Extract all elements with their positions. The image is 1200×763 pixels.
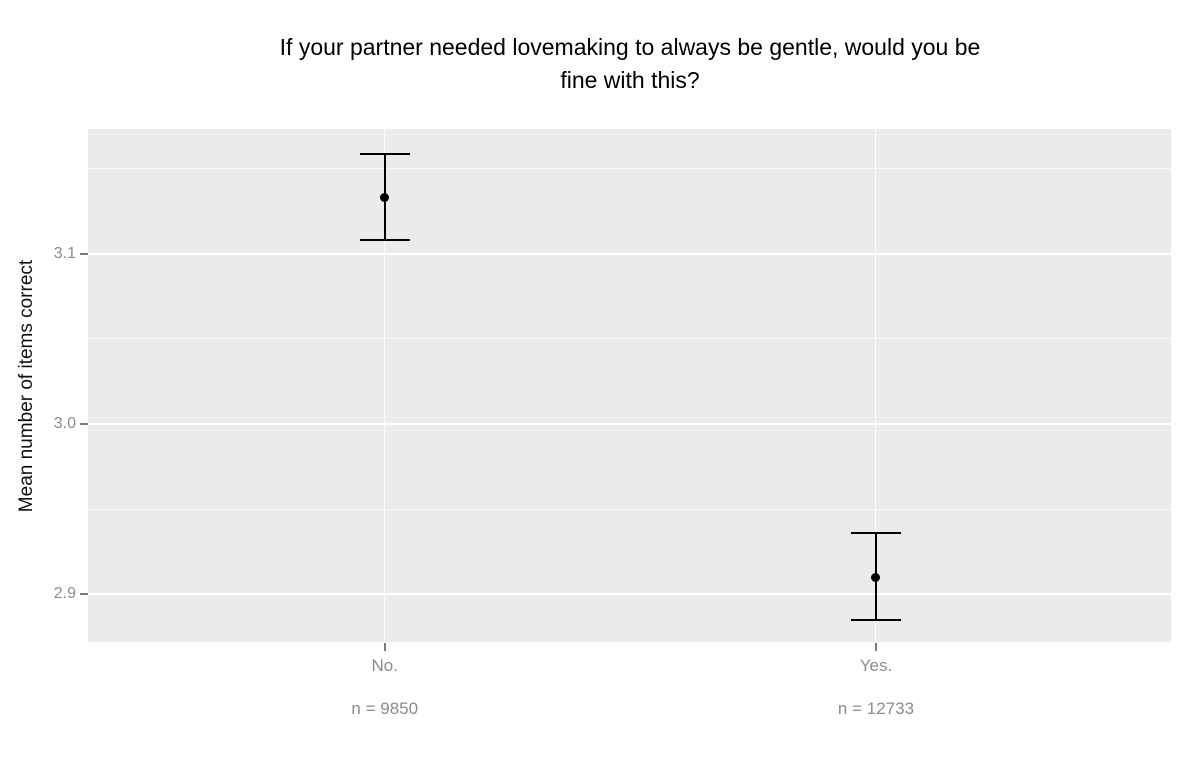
x-tick-label-0: No. <box>371 656 398 675</box>
y-tick-label-2.9: 2.9 <box>53 585 76 603</box>
y-axis-label-text: Mean number of items correct <box>16 259 37 513</box>
gridline-minor-2.95 <box>88 508 1171 510</box>
x-tick-mark-0 <box>383 643 386 651</box>
chart-title: If your partner needed lovemaking to alw… <box>0 31 1200 97</box>
gridline-minor-3.15 <box>88 168 1171 170</box>
y-tick-label-3.1: 3.1 <box>53 244 76 262</box>
gridline-category-0 <box>383 129 386 642</box>
chart-title-line-2: fine with this? <box>560 67 700 93</box>
sample-size-label-0: n = 9850 <box>351 699 419 718</box>
gridline-major-3.1 <box>88 252 1171 255</box>
gridline-major-3.0 <box>88 423 1171 425</box>
errorbar-cap-bottom-0 <box>359 239 410 242</box>
gridline-category-1 <box>874 129 877 642</box>
plot-panel <box>88 129 1171 642</box>
y-tick-mark-3.1 <box>80 252 88 255</box>
gridline-major-2.9 <box>88 593 1171 596</box>
y-tick-mark-3.0 <box>80 423 88 425</box>
point-mean-0 <box>380 193 390 203</box>
sample-size-label-1: n = 12733 <box>837 699 915 718</box>
x-tick-mark-1 <box>874 643 877 651</box>
errorbar-cap-bottom-1 <box>850 618 901 621</box>
gridline-minor-3.05 <box>88 338 1171 340</box>
errorbar-cap-top-0 <box>359 152 410 155</box>
chart-title-line-1: If your partner needed lovemaking to alw… <box>279 34 981 60</box>
x-tick-label-1: Yes. <box>859 656 893 675</box>
point-mean-1 <box>871 572 881 582</box>
errorbar-cap-top-1 <box>850 531 901 534</box>
y-tick-mark-2.9 <box>80 593 88 596</box>
y-tick-label-3.0: 3.0 <box>53 415 76 432</box>
